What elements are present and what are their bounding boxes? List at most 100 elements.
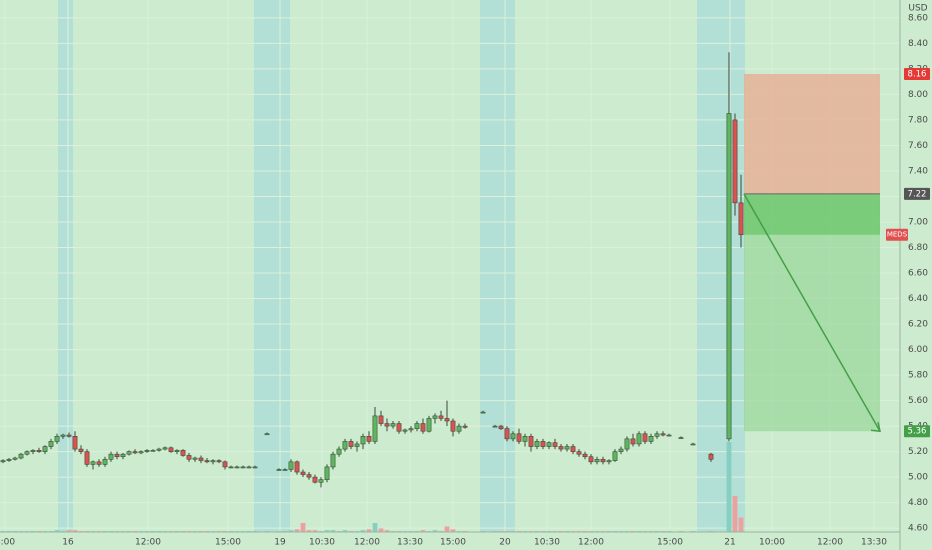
candle-body [60,434,66,437]
candle-body [384,423,390,427]
volume-bar [330,530,336,532]
y-tick-label: 5.20 [908,447,928,457]
candle-body [342,441,348,450]
y-tick-label: 7.00 [908,217,928,227]
candle-body [318,479,324,483]
candle-body [186,455,192,460]
x-tick-label: 20 [499,538,511,548]
candle-body [192,457,198,460]
candle-body [570,446,576,452]
y-tick-label: 5.80 [908,371,928,381]
candle-body [324,466,330,480]
reward-filled [744,193,880,235]
candle-body [660,433,666,436]
candle-body [420,423,426,432]
price-axis [900,0,932,550]
candle-body [732,119,738,204]
candle-body [288,461,294,470]
x-tick-label: 15:00 [440,538,466,548]
session-shade [480,0,515,532]
candle-body [120,453,126,458]
volume-bar [738,517,744,532]
x-tick-label: 4:00 [0,538,15,548]
candle-body [366,436,372,442]
price-tag [904,425,930,438]
candle-body [180,450,186,456]
candle-body [90,461,96,465]
x-tick-label: 12:00 [817,538,843,548]
candle-body [426,418,432,432]
x-tick-label: 10:30 [534,538,560,548]
candle-body [162,447,168,450]
candle-body [552,442,558,447]
y-tick-label: 7.60 [908,141,928,151]
volume-bar [324,530,330,532]
candle-body [24,451,30,455]
y-tick-label: 8.00 [908,90,928,100]
candle-body [510,433,516,440]
volume-bar [72,530,78,532]
candle-body [30,450,36,452]
session-shade [253,0,290,532]
candle-body [456,425,462,432]
volume-bar [360,530,366,532]
candle-body [36,450,42,452]
candle-body [78,448,84,452]
price-tag-label: 5.36 [908,427,927,437]
candle-body [0,460,6,463]
candle-body [618,448,624,452]
candle-body [174,450,180,452]
candle-body [312,476,318,483]
candle-body [396,423,402,432]
candle-body [726,113,732,440]
y-tick-label: 6.80 [908,243,928,253]
candle-body [12,457,18,460]
candle-body [204,460,210,463]
candle-body [450,420,456,432]
candle-body [480,411,486,414]
symbol-tag-label: MEDS [887,231,908,239]
projection-arrow [743,193,881,432]
candle-body [354,443,360,447]
candle-body [624,438,630,450]
volume-bar [732,496,738,532]
candle-body [54,436,60,442]
candle-body [198,457,204,461]
x-tick-label: 10:00 [759,538,785,548]
candle-body [96,461,102,465]
candle-body [738,202,744,236]
price-tag-label: 8.16 [908,69,927,79]
candle-body [528,436,534,447]
candle-body [102,458,108,465]
candle-body [42,446,48,452]
candle-body [582,453,588,458]
candle-body [156,448,162,451]
x-tick-label: 21 [724,538,735,548]
candle-body [522,436,528,442]
x-tick-label: 15:00 [657,538,683,548]
candle-body [48,441,54,447]
candle-body [228,466,234,469]
candle-body [588,456,594,463]
candle-body [240,466,246,469]
candle-body [408,428,414,431]
x-tick-label: 13:30 [861,538,887,548]
candle-body [606,460,612,463]
candle-body [636,433,642,445]
candle-body [72,436,78,450]
candle-body [414,423,420,429]
candle-body [612,451,618,461]
candle-body [444,418,450,422]
y-tick-label: 5.60 [908,396,928,406]
volume-bar [294,529,300,532]
candle-body [276,469,282,471]
y-tick-label: 6.40 [908,294,928,304]
volume-bar [312,530,318,532]
candle-body [252,466,258,469]
price-tag-label: 7.22 [908,189,927,199]
volume-bar [384,530,390,532]
x-tick-label: 13:30 [397,538,423,548]
y-tick-label: 6.60 [908,269,928,279]
volume-bar [726,442,732,532]
